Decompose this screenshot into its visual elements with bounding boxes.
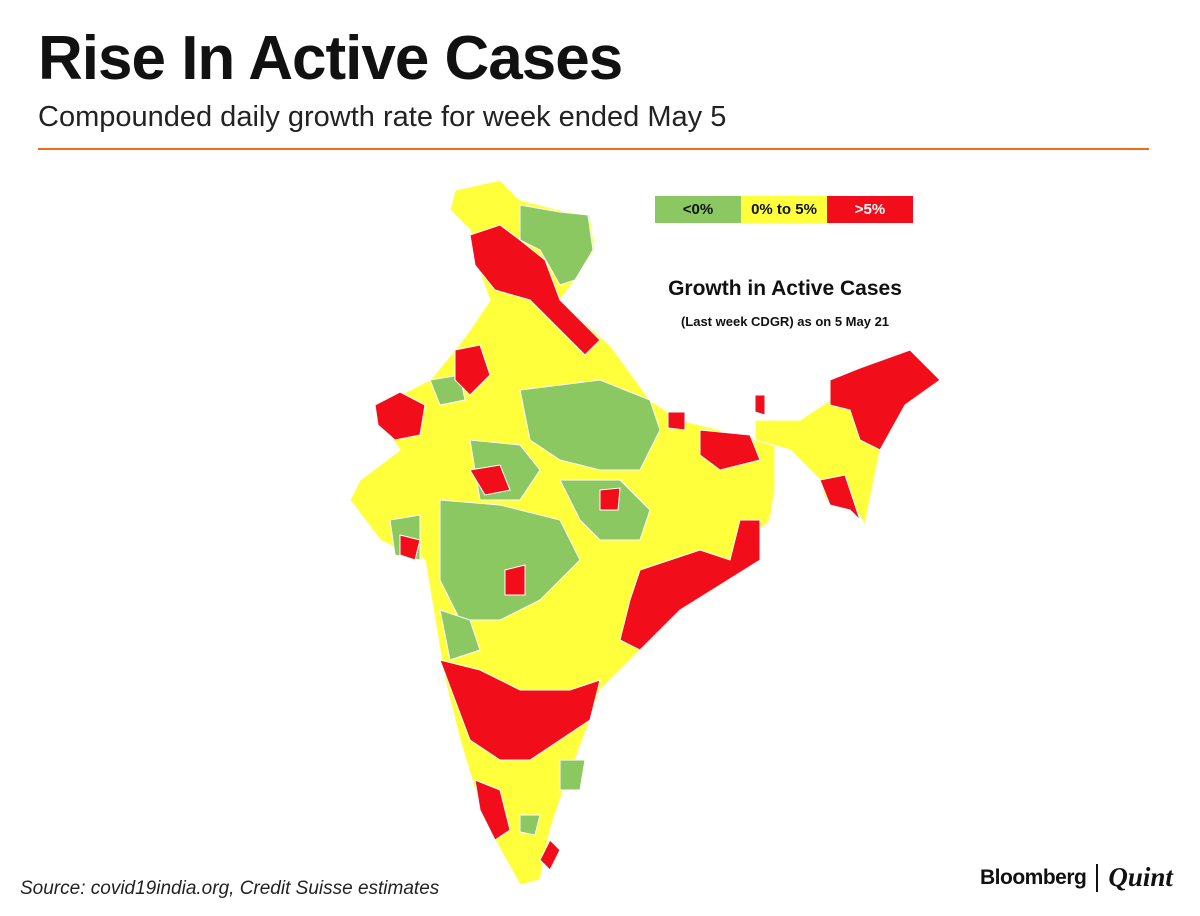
district-cluster-negative bbox=[519, 204, 594, 286]
district-cluster-negative bbox=[439, 609, 481, 661]
district-cluster-high bbox=[469, 224, 601, 356]
district-cluster-negative bbox=[519, 814, 541, 836]
district-cluster-high bbox=[469, 464, 511, 496]
page-title: Rise In Active Cases bbox=[38, 24, 623, 93]
district-cluster-high bbox=[474, 779, 511, 841]
district-cluster-high bbox=[619, 519, 761, 651]
district-cluster-high bbox=[399, 534, 421, 561]
district-cluster-high bbox=[667, 411, 686, 431]
district-cluster-high bbox=[374, 391, 426, 441]
brand-logo: Bloomberg Quint bbox=[980, 862, 1173, 893]
brand-separator bbox=[1096, 863, 1099, 892]
district-cluster-high bbox=[754, 394, 766, 416]
source-note: Source: covid19india.org, Credit Suisse … bbox=[20, 878, 440, 899]
map-legend: <0% 0% to 5% >5% bbox=[655, 196, 913, 223]
district-cluster-high bbox=[439, 659, 601, 761]
brand-quint: Quint bbox=[1108, 862, 1173, 892]
legend-negative: <0% bbox=[655, 196, 741, 223]
brand-bloomberg: Bloomberg bbox=[980, 865, 1087, 889]
legend-above-five: >5% bbox=[827, 196, 913, 223]
district-cluster-high bbox=[819, 474, 861, 521]
district-cluster-negative bbox=[559, 759, 586, 791]
district-cluster-high bbox=[454, 344, 491, 396]
district-cluster-negative bbox=[439, 499, 581, 621]
district-cluster-negative bbox=[429, 374, 466, 406]
page-subtitle: Compounded daily growth rate for week en… bbox=[38, 101, 727, 133]
district-cluster-negative bbox=[519, 379, 661, 471]
district-cluster-high bbox=[699, 429, 761, 471]
district-cluster-high bbox=[829, 349, 941, 451]
title-divider bbox=[38, 148, 1149, 150]
map-title: Growth in Active Cases bbox=[668, 277, 902, 300]
district-cluster-high bbox=[504, 564, 526, 596]
district-cluster-high bbox=[539, 839, 561, 871]
legend-zero-to-five: 0% to 5% bbox=[741, 196, 827, 223]
map-subtitle: (Last week CDGR) as on 5 May 21 bbox=[680, 314, 890, 329]
district-cluster-high bbox=[599, 487, 621, 511]
